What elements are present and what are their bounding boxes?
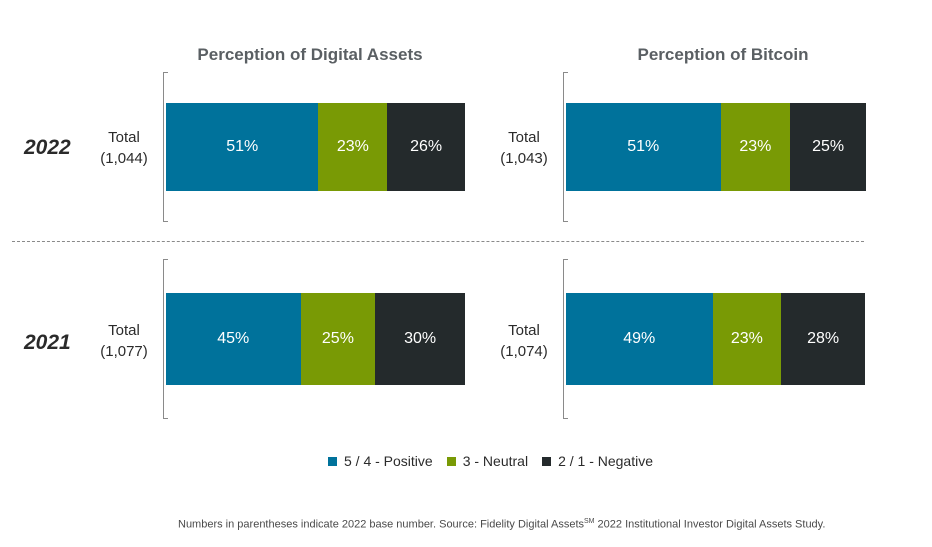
bar-segment-neutral: 23%	[318, 103, 388, 191]
bracket-left-2022	[163, 72, 168, 222]
data-label: 30%	[404, 330, 437, 347]
bar-segment-positive: 49%	[566, 293, 713, 385]
bar-segment-positive: 51%	[566, 103, 721, 191]
year-label-2022: 2022	[24, 136, 71, 159]
data-label: 26%	[410, 138, 443, 155]
bar-segment-neutral: 23%	[720, 103, 791, 191]
legend-item-positive: 5 / 4 - Positive	[328, 453, 433, 469]
footnote-text-end: 2022 Institutional Investor Digital Asse…	[594, 518, 826, 531]
year-label-2021: 2021	[24, 331, 71, 354]
legend-item-negative: 2 / 1 - Negative	[542, 453, 653, 469]
legend-item-neutral: 3 - Neutral	[446, 453, 529, 469]
data-label: 51%	[226, 138, 259, 155]
year-divider	[12, 241, 864, 242]
bar-segment-negative: 28%	[781, 293, 865, 385]
data-label: 28%	[807, 330, 840, 347]
service-mark: SM	[584, 518, 595, 525]
base-number: (1,044)	[100, 150, 148, 167]
legend-label-neutral: 3 - Neutral	[462, 453, 529, 469]
legend-label-positive: 5 / 4 - Positive	[344, 453, 433, 469]
panel-title-bitcoin: Perception of Bitcoin	[637, 45, 809, 64]
data-label: 23%	[336, 138, 369, 155]
chart-legend: 5 / 4 - Positive 3 - Neutral 2 / 1 - Neg…	[328, 453, 667, 469]
data-label: 45%	[217, 330, 250, 347]
base-number: (1,043)	[500, 150, 548, 167]
base-number: (1,074)	[500, 343, 548, 360]
bar-segment-negative: 30%	[375, 293, 465, 385]
total-label-text: Total	[108, 129, 140, 146]
bar-segment-negative: 26%	[387, 103, 465, 191]
total-label-digital-2022: Total (1,044)	[92, 127, 156, 169]
bar-bitcoin-2022: 51% 23% 25%	[566, 103, 866, 191]
data-label: 25%	[812, 138, 845, 155]
data-label: 23%	[730, 330, 763, 347]
bar-segment-neutral: 25%	[300, 293, 376, 385]
panel-title-digital-assets: Perception of Digital Assets	[197, 45, 423, 64]
base-number: (1,077)	[100, 343, 148, 360]
data-label: 23%	[739, 138, 772, 155]
data-label: 25%	[321, 330, 354, 347]
legend-swatch-positive	[328, 456, 337, 466]
legend-swatch-neutral	[446, 456, 456, 466]
total-label-text: Total	[508, 129, 540, 146]
bar-digital-2021: 45% 25% 30%	[166, 293, 465, 385]
data-label: 49%	[623, 330, 656, 347]
bar-digital-2022: 51% 23% 26%	[166, 103, 465, 191]
total-label-text: Total	[108, 322, 140, 339]
bar-segment-negative: 25%	[790, 103, 866, 191]
total-label-text: Total	[508, 322, 540, 339]
data-label: 51%	[627, 138, 660, 155]
source-footnote: Numbers in parentheses indicate 2022 bas…	[178, 518, 825, 531]
total-label-bitcoin-2021: Total (1,074)	[492, 320, 556, 362]
bar-segment-positive: 45%	[166, 293, 301, 385]
bar-segment-neutral: 23%	[712, 293, 782, 385]
total-label-digital-2021: Total (1,077)	[92, 320, 156, 362]
bar-segment-positive: 51%	[166, 103, 319, 191]
footnote-text: Numbers in parentheses indicate 2022 bas…	[178, 518, 584, 531]
bar-bitcoin-2021: 49% 23% 28%	[566, 293, 865, 385]
bracket-right-2021	[563, 259, 568, 419]
bracket-left-2021	[163, 259, 168, 419]
legend-label-negative: 2 / 1 - Negative	[558, 453, 653, 469]
legend-swatch-negative	[542, 456, 552, 466]
bracket-right-2022	[563, 72, 568, 222]
total-label-bitcoin-2022: Total (1,043)	[492, 127, 556, 169]
